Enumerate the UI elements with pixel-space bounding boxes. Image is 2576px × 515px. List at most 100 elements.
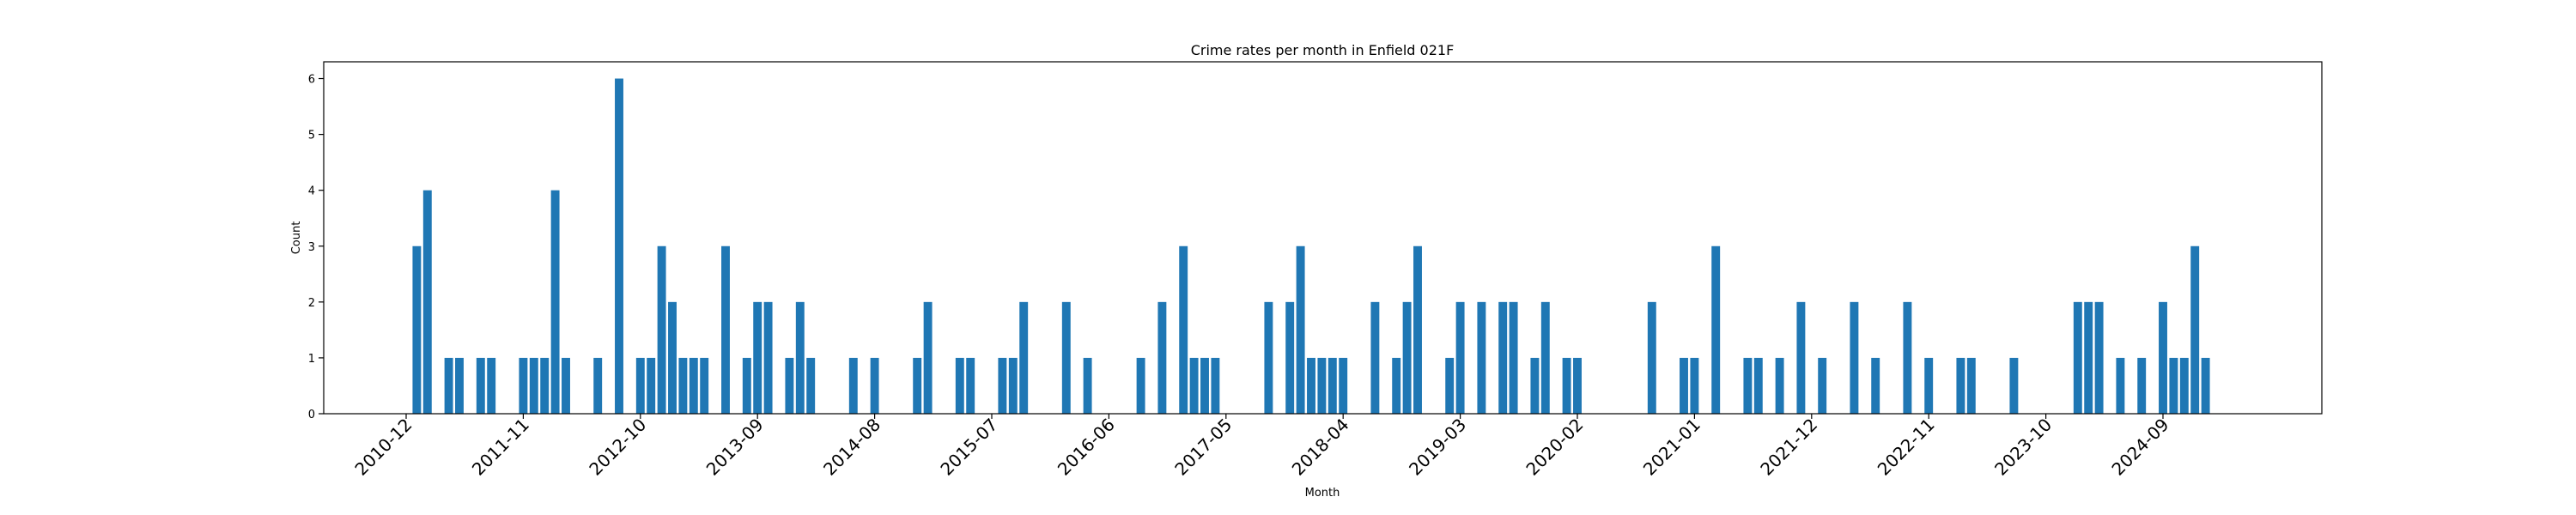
x-axis-label: Month (1305, 487, 1340, 500)
bar (562, 357, 570, 414)
bar (1680, 357, 1688, 414)
plot-area-frame (323, 61, 2323, 415)
bar (2009, 357, 2019, 414)
bar (2159, 301, 2167, 414)
bar (1008, 357, 1018, 414)
bar (742, 357, 751, 414)
y-axis-label: Count (290, 221, 303, 255)
bar (1647, 301, 1656, 414)
bar (657, 245, 666, 414)
bar (615, 78, 623, 415)
bar (1871, 357, 1880, 414)
bar (1019, 301, 1029, 414)
bar (1903, 301, 1912, 414)
bar (1956, 357, 1965, 414)
bar (923, 301, 933, 414)
bar (2201, 357, 2210, 414)
bar (1179, 245, 1188, 414)
bar (913, 357, 922, 414)
bar (2190, 245, 2200, 414)
bar (2073, 301, 2082, 414)
bar (1530, 357, 1540, 414)
bar (2137, 357, 2147, 414)
bar (668, 301, 677, 414)
bar (763, 301, 773, 414)
y-tick-label: 2 (308, 297, 315, 310)
bar (1850, 301, 1859, 414)
y-tick-label: 6 (308, 74, 315, 87)
bar (700, 357, 709, 414)
y-axis-ticks: 0 1 2 3 4 5 6 (308, 74, 324, 421)
bar (2169, 357, 2178, 414)
bar (1317, 357, 1327, 414)
bar (593, 357, 603, 414)
bar (1392, 357, 1401, 414)
bar (2116, 357, 2125, 414)
bar (1477, 301, 1486, 414)
bar (1285, 301, 1295, 414)
bar (1370, 301, 1380, 414)
bar (412, 245, 422, 414)
bar (1264, 301, 1273, 414)
bar (1445, 357, 1455, 414)
y-tick-label: 1 (308, 353, 315, 366)
chart-title: Crime rates per month in Enfield 021F (1191, 42, 1455, 58)
bar (785, 357, 794, 414)
bar (2094, 301, 2104, 414)
bar (1753, 357, 1763, 414)
bar (1136, 357, 1145, 414)
bar (1157, 301, 1167, 414)
bar (1775, 357, 1784, 414)
bar (1211, 357, 1220, 414)
bar (1296, 245, 1305, 414)
bar (635, 357, 645, 414)
bar (1455, 301, 1465, 414)
bar (1690, 357, 1699, 414)
y-tick-label: 3 (308, 241, 315, 254)
bar (848, 357, 858, 414)
bar (870, 357, 879, 414)
bar (455, 357, 464, 414)
bar (519, 357, 528, 414)
bar (966, 357, 975, 414)
bar (550, 190, 560, 414)
bar (540, 357, 550, 414)
bar (1924, 357, 1934, 414)
bar (1200, 357, 1209, 414)
bar (1509, 301, 1518, 414)
bar (721, 245, 730, 414)
bar (2179, 357, 2189, 414)
y-tick-label: 0 (308, 409, 315, 421)
bar (1402, 301, 1412, 414)
bar (1413, 245, 1422, 414)
bar (476, 357, 485, 414)
bar (678, 357, 688, 414)
bar (1083, 357, 1092, 414)
bar (1061, 301, 1071, 414)
bar (1573, 357, 1582, 414)
bar (529, 357, 538, 414)
bar (1743, 357, 1753, 414)
bar (806, 357, 816, 414)
bar (1189, 357, 1199, 414)
bar (1796, 301, 1806, 414)
bar (1711, 245, 1721, 414)
bar (487, 357, 496, 414)
bar (1540, 301, 1550, 414)
bar (1327, 357, 1337, 414)
bar (444, 357, 453, 414)
bar (753, 301, 762, 414)
bar (998, 357, 1007, 414)
bar (795, 301, 805, 414)
y-tick-label: 5 (308, 130, 315, 142)
bar (1562, 357, 1571, 414)
y-tick-label: 4 (308, 185, 315, 198)
bars-group (412, 78, 2210, 415)
bar (955, 357, 964, 414)
bar (1307, 357, 1315, 414)
bar (422, 190, 432, 414)
bar (1498, 301, 1508, 414)
bar (1339, 357, 1348, 414)
bar (1818, 357, 1827, 414)
